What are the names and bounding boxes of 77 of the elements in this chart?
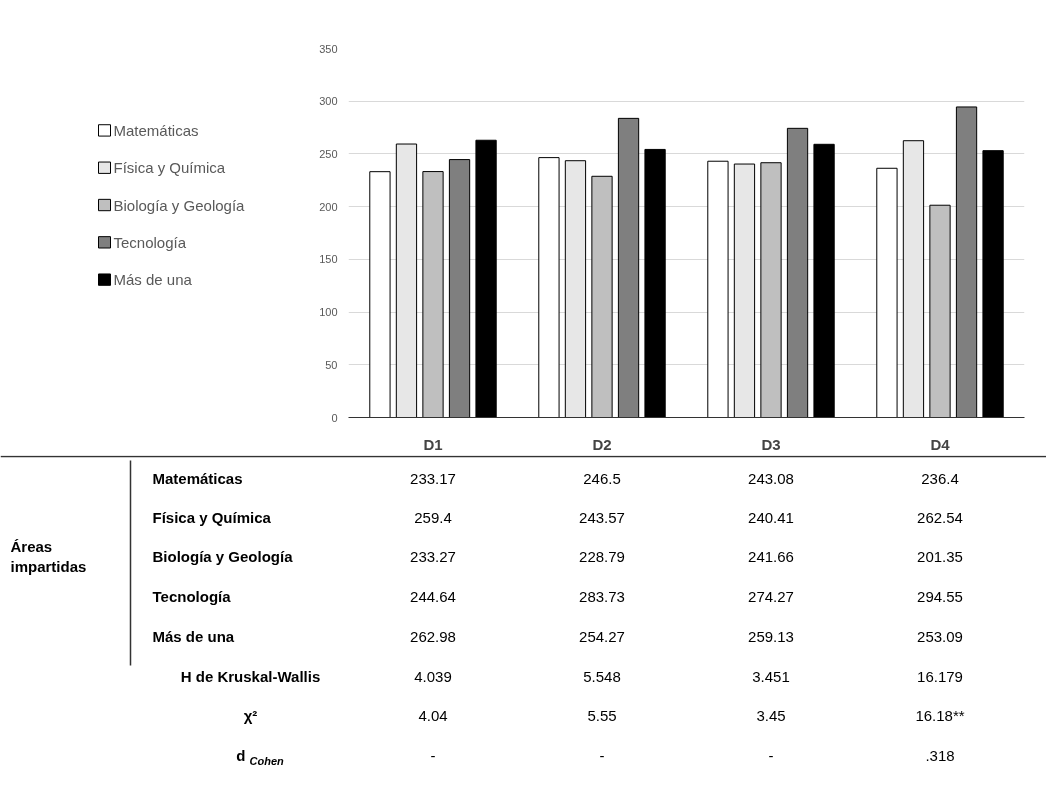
text: 16.18** [915, 707, 965, 724]
bar [813, 143, 835, 418]
text: H de Kruskal-Wallis [180, 668, 321, 685]
text: Más de una [152, 628, 235, 645]
bar [538, 157, 560, 418]
data-label: 236.4 [921, 469, 959, 487]
y-tick-label: 100 [319, 306, 338, 319]
y-tick-label: 0 [331, 411, 338, 424]
y-tick-label: 200 [319, 200, 338, 213]
data-label: 228.79 [579, 547, 625, 565]
legend-label: Más de una [113, 271, 193, 289]
text: - [430, 746, 436, 764]
bar [475, 139, 497, 418]
text: 4.039 [414, 667, 452, 685]
text: Áreas impartidas [10, 538, 87, 575]
bar [644, 148, 666, 418]
data-label: 233.27 [410, 547, 456, 565]
data-label: 254.27 [579, 627, 625, 645]
data-label: 262.54 [917, 508, 963, 526]
text: 4.04 [418, 706, 448, 724]
y-tick-label: 50 [325, 358, 338, 371]
text: 5.55 [587, 706, 617, 724]
bar [369, 171, 391, 418]
y-tick-label: 300 [319, 95, 338, 108]
data-label: 240.41 [748, 508, 794, 526]
bar [733, 163, 756, 418]
legend-label: Matemáticas [113, 121, 199, 139]
x-tick-label: D2 [592, 435, 612, 453]
text: Matemáticas [152, 470, 243, 487]
data-label: 294.55 [917, 587, 963, 605]
bar [786, 127, 809, 418]
bar [395, 143, 418, 418]
bar [760, 162, 782, 418]
text: Física y Química [152, 509, 271, 526]
data-label: 243.57 [579, 508, 625, 526]
text: - [768, 746, 774, 764]
text: .318 [925, 746, 955, 764]
x-tick-label: D1 [423, 435, 443, 453]
text: 3.451 [752, 667, 790, 685]
bar [929, 204, 951, 418]
text: Biología y Geología [152, 548, 293, 565]
data-label: 201.35 [917, 547, 963, 565]
data-label: 253.09 [917, 627, 963, 645]
data-label: 283.73 [579, 587, 625, 605]
data-label: 259.13 [748, 627, 794, 645]
bar [902, 140, 925, 418]
bar [448, 159, 471, 418]
data-label: 243.08 [748, 469, 794, 487]
data-label: 241.66 [748, 547, 794, 565]
bar [617, 117, 640, 418]
legend-label: Física y Química [113, 159, 226, 177]
bar [982, 150, 1004, 418]
bar [955, 106, 978, 418]
bar [564, 160, 587, 418]
y-tick-label: 250 [319, 147, 338, 160]
data-label: 233.17 [410, 469, 456, 487]
x-tick-label: D4 [930, 435, 951, 453]
data-label: 259.4 [414, 508, 452, 526]
data-label: 246.5 [583, 469, 621, 487]
data-label: 262.98 [410, 627, 456, 645]
text: - [599, 746, 605, 764]
bar [591, 175, 613, 418]
text: χ² [243, 707, 258, 724]
legend-label: Tecnología [113, 233, 187, 251]
bar [422, 171, 444, 418]
x-tick-label: D3 [761, 435, 781, 453]
bar [876, 167, 898, 418]
data-label: 274.27 [748, 587, 794, 605]
data-label: 244.64 [410, 587, 456, 605]
text: 5.548 [583, 667, 621, 685]
y-tick-label: 150 [319, 253, 338, 266]
text: Tecnología [152, 588, 231, 605]
text: 3.45 [756, 706, 786, 724]
text: 16.179 [917, 667, 963, 685]
legend-label: Biología y Geología [113, 196, 246, 214]
y-tick-label: 350 [319, 42, 338, 55]
bar [707, 160, 729, 418]
